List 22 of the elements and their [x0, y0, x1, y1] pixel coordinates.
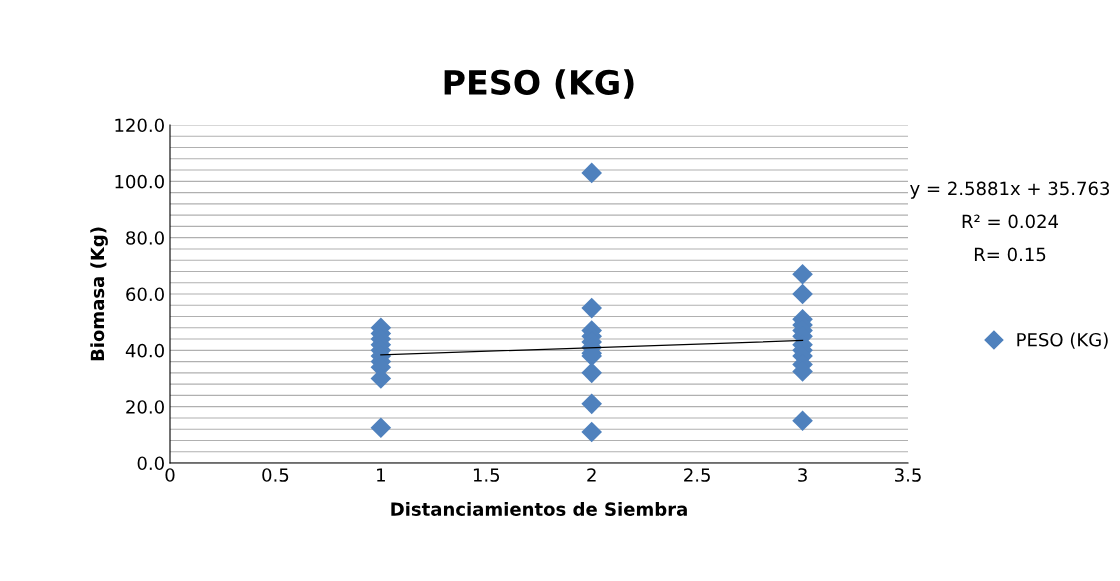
y-tick-label: 0.0	[137, 456, 164, 471]
y-tick-label: 120.0	[115, 118, 164, 133]
text: y = 2.5881x + 35.763	[910, 181, 1110, 199]
y-tick-label: 100.0	[115, 174, 164, 189]
x-tick-label: 0.5	[262, 468, 289, 482]
text: R² = 0.024	[962, 214, 1059, 229]
x-tick-label: 1	[377, 468, 385, 482]
y-axis-title: Biomasa (Kg)	[90, 227, 108, 361]
x-tick-label: 3.5	[895, 468, 921, 482]
chart-title: PESO (KG)	[444, 69, 634, 99]
y-tick-label: 60.0	[126, 287, 164, 302]
x-tick-label: 2	[587, 468, 596, 482]
x-tick-label: 0	[165, 468, 175, 482]
y-tick-label: 40.0	[125, 343, 164, 358]
y-tick-label: 80.0	[126, 231, 164, 245]
y-tick-label: 20.0	[126, 400, 164, 414]
x-tick-label: 1.5	[473, 468, 500, 482]
text: R= 0.15	[974, 247, 1046, 262]
legend-label: PESO (KG)	[1017, 332, 1108, 349]
x-axis-title: Distanciamientos de Siembra	[391, 502, 687, 516]
x-tick-label: 3	[798, 468, 807, 482]
x-tick-label: 2.5	[684, 468, 710, 482]
